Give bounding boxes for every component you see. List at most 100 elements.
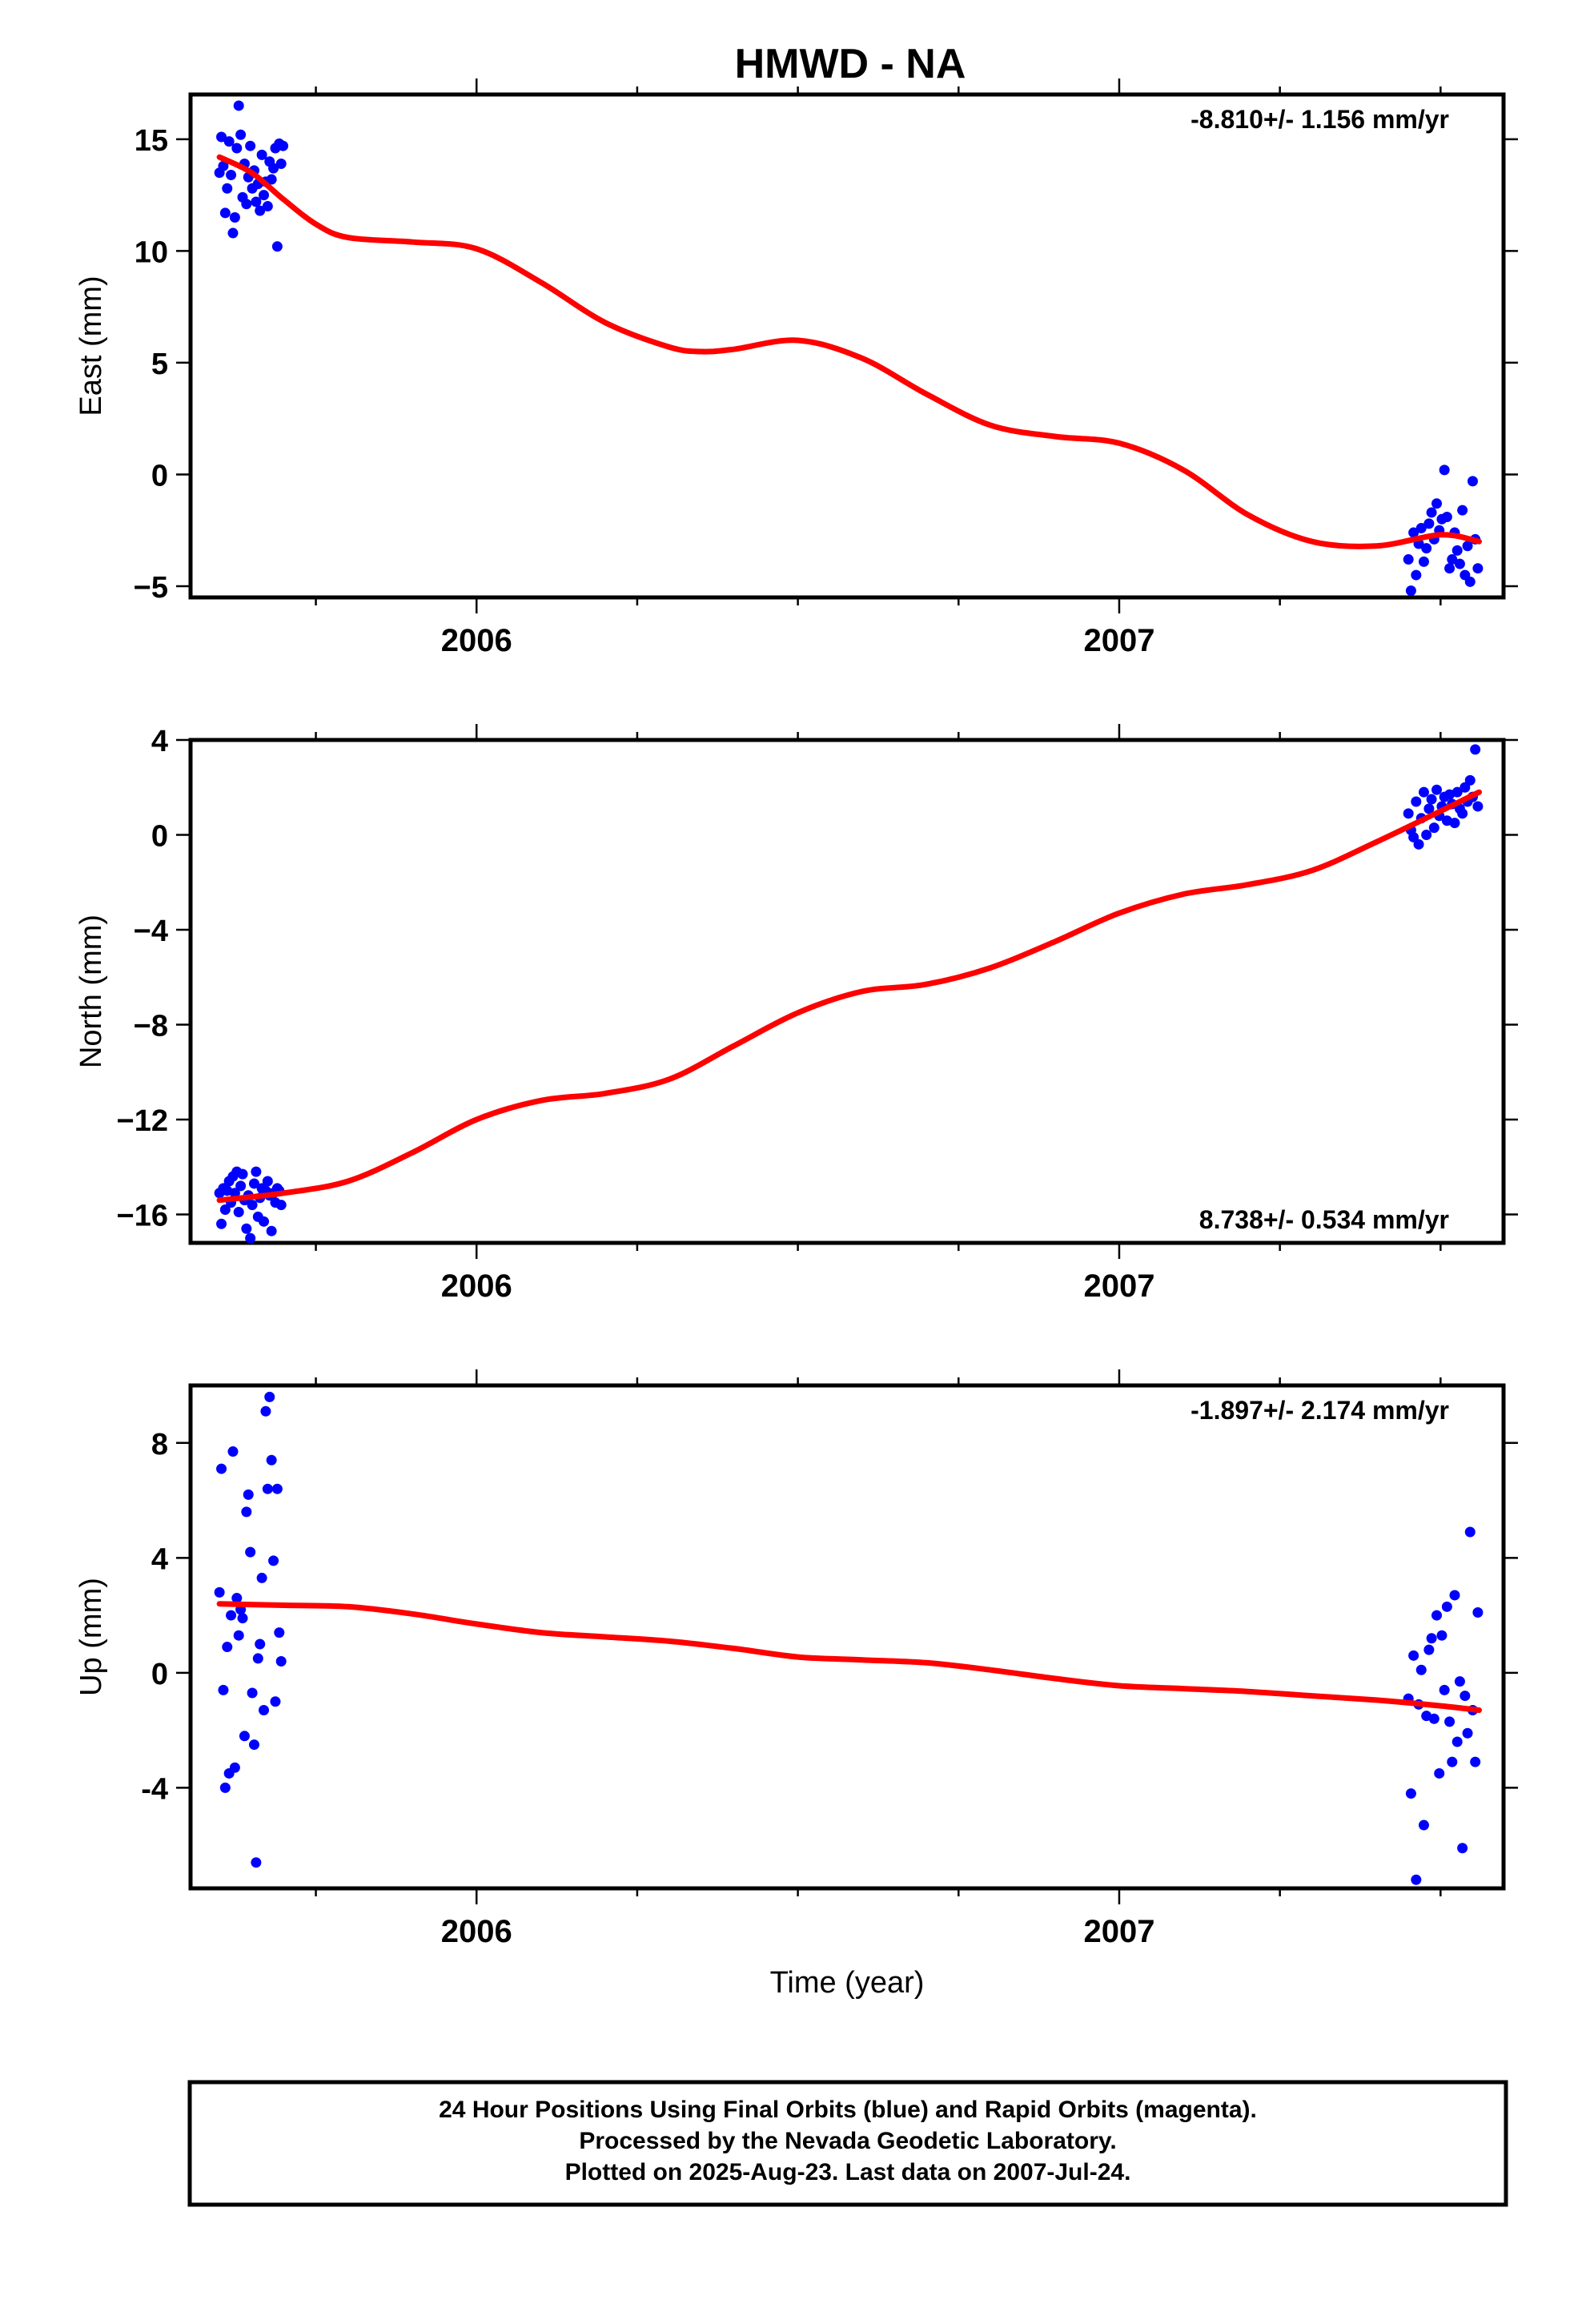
up-data-point [1408, 1650, 1419, 1661]
north-panel: 2006 2007 4 0 −4 −8 −12 −16 North (mm) 8.738+/- 0… [74, 724, 1518, 1304]
up-data-point [247, 1687, 258, 1699]
up-data-point [1431, 1610, 1443, 1621]
east-data-point [231, 143, 243, 154]
east-data-point [1452, 545, 1463, 556]
north-data-point [235, 1180, 247, 1192]
up-data-point [1441, 1601, 1452, 1612]
east-y-tick-label: 0 [151, 459, 168, 493]
up-data-point [227, 1446, 239, 1458]
up-data-point [1444, 1716, 1456, 1727]
up-data-point [271, 1483, 283, 1494]
east-data-point [271, 241, 283, 252]
east-data-point [1418, 556, 1429, 567]
east-model-curve [216, 154, 1482, 549]
east-data-point [275, 159, 287, 170]
north-data-point [1452, 786, 1463, 798]
north-y-axis-label: North (mm) [74, 915, 108, 1068]
north-data-point [233, 1206, 244, 1217]
north-data-point [1464, 774, 1476, 786]
chart-title: HMWD - NA [735, 41, 966, 87]
up-y-axis-label: Up (mm) [74, 1578, 108, 1696]
up-data-point [1411, 1874, 1422, 1885]
up-data-point [1418, 1819, 1429, 1831]
up-data-point [275, 1656, 287, 1667]
up-data-point [1423, 1644, 1435, 1655]
east-data-point [1439, 464, 1450, 476]
north-data-point [1413, 838, 1424, 850]
east-data-point [1423, 518, 1435, 529]
up-data-point [245, 1546, 256, 1558]
up-data-point [1436, 1630, 1447, 1641]
up-data-point [266, 1454, 277, 1466]
north-data-point [216, 1218, 227, 1229]
north-data-point [275, 1200, 287, 1211]
east-data-point [1447, 554, 1458, 565]
up-data-point [1452, 1736, 1463, 1747]
east-data-point [233, 100, 244, 111]
east-data-point [1421, 543, 1432, 554]
east-data-point [1415, 522, 1427, 533]
up-data-point [260, 1405, 271, 1417]
up-y-tick-label: 4 [151, 1542, 168, 1576]
east-data-point [229, 212, 240, 223]
north-y-tick-label: −12 [117, 1104, 168, 1138]
east-data-point [1426, 507, 1437, 518]
footer-box: 24 Hour Positions Using Final Orbits (bl… [187, 2080, 1508, 2207]
up-data-point [1449, 1590, 1460, 1601]
east-data-point [1472, 563, 1484, 574]
east-y-tick-label: 5 [151, 348, 168, 381]
up-data-point [1470, 1756, 1481, 1767]
east-data-point [251, 196, 262, 207]
east-data-point [1411, 569, 1422, 581]
up-data-point [1434, 1767, 1445, 1779]
up-data-point [226, 1610, 237, 1621]
up-data-point [1447, 1756, 1458, 1767]
east-data-point [219, 207, 231, 219]
north-y-tick-label: −8 [134, 1009, 168, 1043]
up-data-point [237, 1613, 248, 1624]
north-data-point [1403, 808, 1414, 819]
up-data-point [1460, 1691, 1471, 1702]
north-model-curve [216, 789, 1482, 1204]
north-data-point [1423, 803, 1435, 814]
up-data-point [259, 1705, 270, 1716]
north-data-point [1426, 794, 1437, 805]
east-data-point [227, 227, 239, 239]
up-plot-frame [188, 1383, 1506, 1891]
north-x-tick-label: 2006 [441, 1269, 512, 1304]
east-data-point [241, 199, 252, 210]
east-y-tick-label: −5 [134, 571, 168, 605]
east-panel: 2006 2007 15 10 5 0 −5 East (mm) -8.810+/- 1.156… [74, 78, 1518, 658]
east-data-point [216, 131, 227, 143]
up-data-point [1415, 1664, 1427, 1675]
up-data-point [216, 1463, 227, 1474]
north-data-point [1411, 796, 1422, 807]
north-data-point [262, 1176, 273, 1187]
up-data-point [1426, 1633, 1437, 1644]
east-data-point [1441, 512, 1452, 523]
east-rate-annotation: -8.810+/- 1.156 mm/yr [1191, 105, 1449, 134]
up-data-point [1464, 1526, 1476, 1538]
up-x-axis-label: Time (year) [770, 1966, 925, 2000]
footer-line-1: 24 Hour Positions Using Final Orbits (bl… [439, 2097, 1257, 2123]
north-data-point [1457, 808, 1468, 819]
east-data-point [278, 140, 289, 151]
east-y-tick-label: 15 [135, 124, 168, 158]
up-data-point [1472, 1606, 1484, 1618]
north-data-point [219, 1204, 231, 1216]
east-data-point [1408, 527, 1419, 538]
up-data-point [233, 1630, 244, 1641]
east-data-point [1403, 554, 1414, 565]
up-rate-annotation: -1.897+/- 2.174 mm/yr [1191, 1396, 1449, 1425]
east-data-point [223, 136, 235, 147]
up-data-point [264, 1391, 275, 1402]
up-points [214, 1391, 1484, 1885]
east-y-axis-label: East (mm) [74, 275, 108, 416]
north-data-point [1431, 784, 1443, 795]
east-data-point [256, 149, 267, 160]
up-data-point [222, 1642, 233, 1653]
east-data-point [266, 174, 277, 185]
up-y-tick-label: 8 [151, 1428, 168, 1462]
up-data-point [1462, 1727, 1473, 1739]
